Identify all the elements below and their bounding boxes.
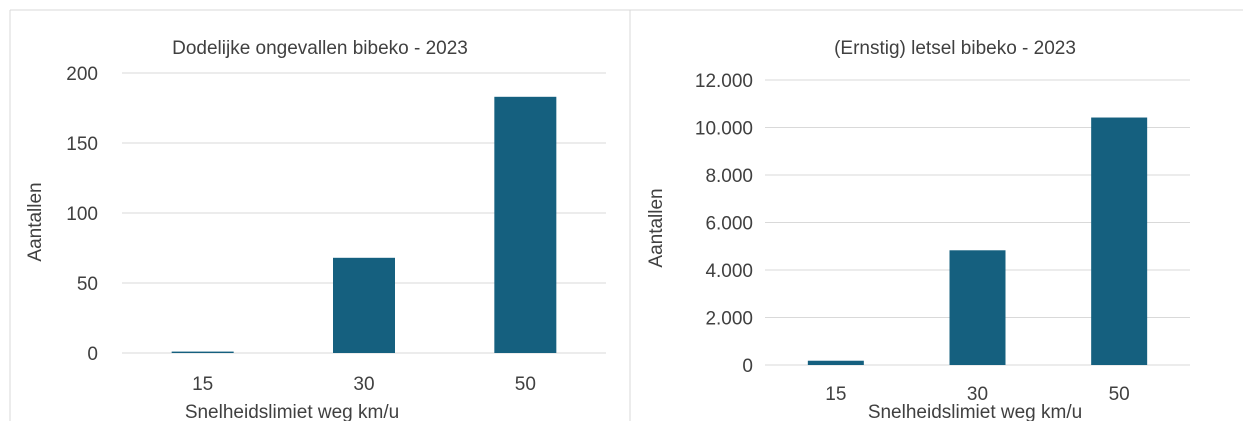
chart-2-title: (Ernstig) letsel bibeko - 2023 — [834, 38, 1076, 59]
y-tick-label: 50 — [77, 274, 98, 295]
chart-1-x-axis-label: Snelheidslimiet weg km/u — [185, 402, 399, 421]
y-tick-label: 6.000 — [705, 214, 753, 235]
chart-2-bars — [807, 117, 1148, 366]
y-tick-label: 4.000 — [705, 261, 753, 282]
chart-fatal-accidents: 0 50 100 150 200 15 30 50 Dodelijke ongevallen… — [25, 38, 606, 421]
y-tick-label: 100 — [66, 204, 98, 225]
chart-serious-injury: 0 2.000 4.000 6.000 8.000 10.000 12.000 15 30 50… — [646, 38, 1190, 421]
chart-2-x-axis-label: Snelheidslimiet weg km/u — [868, 402, 1082, 421]
bar-15 — [807, 360, 864, 365]
x-tick-label: 15 — [825, 384, 846, 405]
y-tick-label: 0 — [742, 356, 753, 377]
chart-1-title: Dodelijke ongevallen bibeko - 2023 — [172, 38, 468, 59]
y-tick-label: 200 — [66, 64, 98, 85]
chart-1-x-tick-labels: 15 30 50 — [192, 374, 536, 395]
chart-1-y-tick-labels: 0 50 100 150 200 — [66, 64, 98, 365]
x-tick-label: 15 — [192, 374, 213, 395]
chart-2-x-tick-labels: 15 30 50 — [825, 384, 1129, 405]
x-tick-label: 30 — [967, 384, 988, 405]
bar-30 — [333, 257, 395, 353]
chart-2-y-tick-labels: 0 2.000 4.000 6.000 8.000 10.000 12.000 — [695, 71, 753, 377]
bar-30 — [949, 250, 1006, 365]
y-tick-label: 10.000 — [695, 119, 753, 140]
bar-15 — [171, 351, 234, 353]
x-tick-label: 50 — [515, 374, 536, 395]
chart-1-y-axis-label: Aantallen — [25, 182, 46, 261]
y-tick-label: 150 — [66, 134, 98, 155]
y-tick-label: 8.000 — [705, 166, 753, 187]
bar-50 — [1091, 117, 1148, 366]
y-tick-label: 2.000 — [705, 309, 753, 330]
x-tick-label: 50 — [1109, 384, 1130, 405]
x-tick-label: 30 — [353, 374, 374, 395]
y-tick-label: 0 — [87, 344, 98, 365]
chart-2-y-axis-label: Aantallen — [646, 188, 667, 267]
bar-50 — [494, 96, 557, 354]
chart-1-bars — [171, 96, 557, 354]
y-tick-label: 12.000 — [695, 71, 753, 92]
